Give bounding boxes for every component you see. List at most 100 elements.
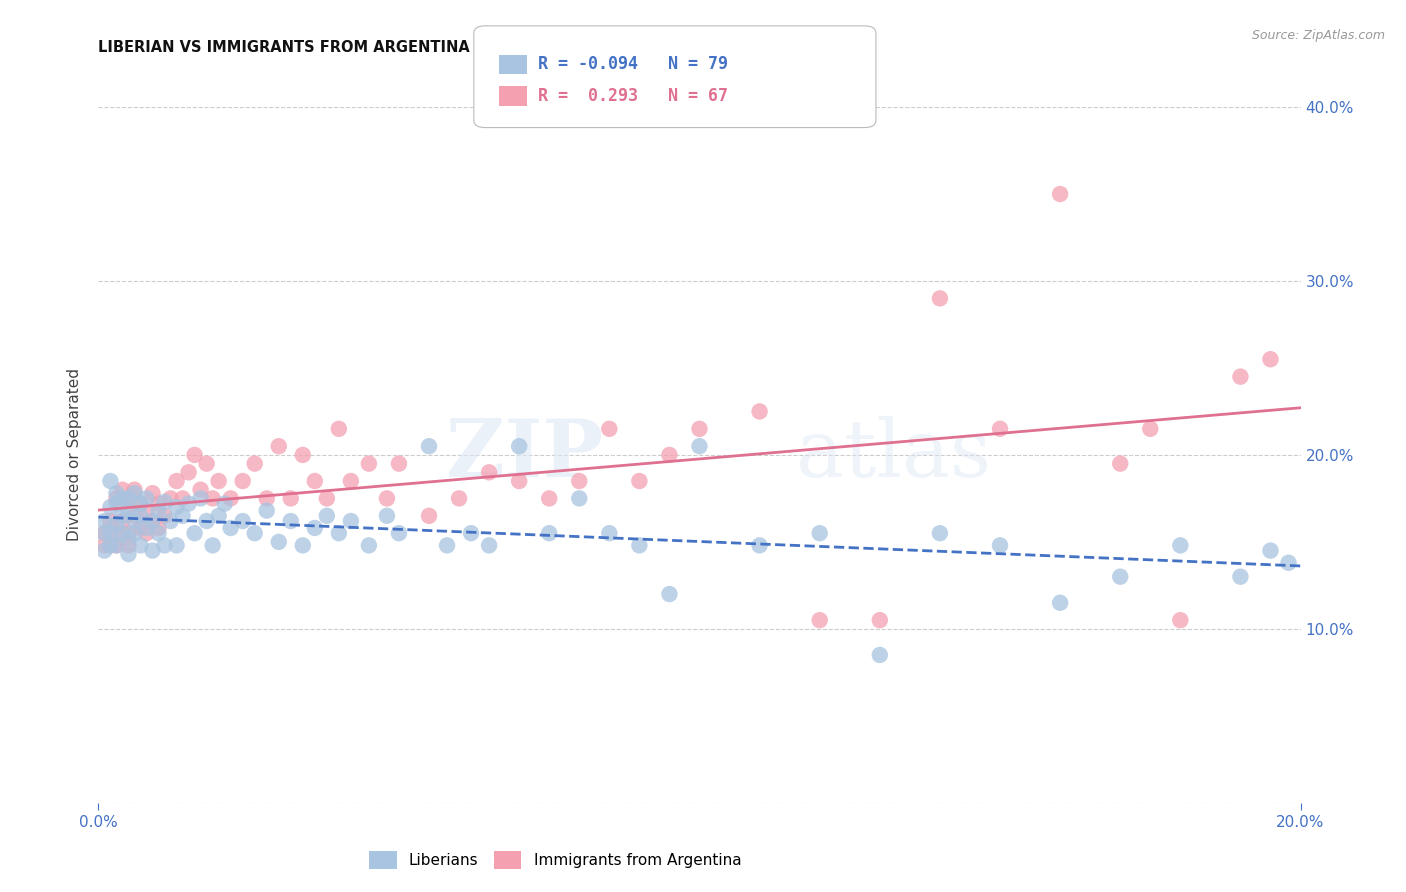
Point (219, 491, 242, 506)
Point (1229, 369, 1251, 384)
Point (153, 508, 176, 523)
Point (418, 508, 440, 523)
Point (93, 526, 115, 541)
Point (436, 538, 458, 552)
Point (568, 491, 591, 506)
Point (1260, 543, 1282, 558)
Point (1260, 352, 1282, 367)
Point (124, 514, 146, 528)
Point (153, 495, 176, 509)
Point (117, 503, 139, 517)
Point (166, 474, 188, 488)
Point (598, 422, 620, 436)
Point (124, 483, 146, 497)
Point (166, 538, 188, 552)
Point (508, 439, 530, 453)
Point (689, 422, 711, 436)
Point (111, 526, 134, 541)
Point (129, 497, 152, 511)
Point (1109, 570, 1132, 584)
Point (208, 508, 231, 523)
Point (148, 521, 170, 535)
Point (340, 474, 363, 488)
Point (568, 474, 591, 488)
Point (124, 508, 146, 523)
Point (267, 534, 290, 549)
Point (129, 497, 152, 511)
Point (1139, 422, 1161, 436)
Text: R =  0.293   N = 67: R = 0.293 N = 67 (538, 87, 728, 105)
Point (100, 538, 122, 552)
Point (748, 404, 770, 418)
Point (159, 491, 181, 506)
Point (219, 521, 242, 535)
Point (208, 474, 231, 488)
Point (988, 422, 1011, 436)
Point (135, 491, 157, 506)
Point (1277, 556, 1299, 570)
Point (117, 532, 139, 546)
Point (869, 648, 891, 662)
Text: LIBERIAN VS IMMIGRANTS FROM ARGENTINA DIVORCED OR SEPARATED CORRELATION CHART: LIBERIAN VS IMMIGRANTS FROM ARGENTINA DI… (98, 40, 870, 55)
Point (129, 521, 152, 535)
Point (148, 526, 170, 541)
Point (111, 483, 134, 497)
Point (100, 538, 122, 552)
Point (135, 526, 157, 541)
Point (177, 466, 200, 480)
Point (315, 508, 337, 523)
Point (183, 526, 205, 541)
Point (304, 521, 326, 535)
Point (538, 526, 561, 541)
Point (148, 503, 170, 517)
Point (153, 538, 176, 552)
Point (1109, 457, 1132, 471)
Point (124, 526, 146, 541)
Point (117, 491, 139, 506)
Point (1049, 187, 1071, 202)
Point (375, 491, 398, 506)
Point (328, 526, 350, 541)
Point (328, 422, 350, 436)
Point (195, 457, 218, 471)
Text: atlas: atlas (796, 416, 991, 494)
Point (129, 508, 152, 523)
Point (117, 538, 139, 552)
Point (357, 457, 380, 471)
Point (105, 526, 128, 541)
Point (232, 474, 254, 488)
Point (141, 486, 163, 500)
Point (100, 526, 122, 541)
Point (232, 514, 254, 528)
Point (478, 538, 501, 552)
Point (304, 474, 326, 488)
Point (105, 491, 128, 506)
Point (177, 497, 200, 511)
Point (93, 526, 115, 541)
Point (117, 547, 139, 561)
Point (478, 466, 501, 480)
Point (375, 508, 398, 523)
Point (141, 543, 163, 558)
Point (190, 491, 212, 506)
Point (628, 474, 651, 488)
Point (111, 508, 134, 523)
Point (148, 497, 170, 511)
Point (357, 538, 380, 552)
Point (243, 457, 266, 471)
Point (93, 514, 115, 528)
Point (748, 538, 770, 552)
Point (105, 538, 128, 552)
Point (100, 500, 122, 514)
Point (129, 538, 152, 552)
Point (105, 538, 128, 552)
Point (201, 538, 224, 552)
Point (190, 483, 212, 497)
Point (111, 514, 134, 528)
Point (100, 514, 122, 528)
Point (291, 538, 314, 552)
Point (1170, 538, 1192, 552)
Point (141, 514, 163, 528)
Point (141, 514, 163, 528)
Point (340, 514, 363, 528)
